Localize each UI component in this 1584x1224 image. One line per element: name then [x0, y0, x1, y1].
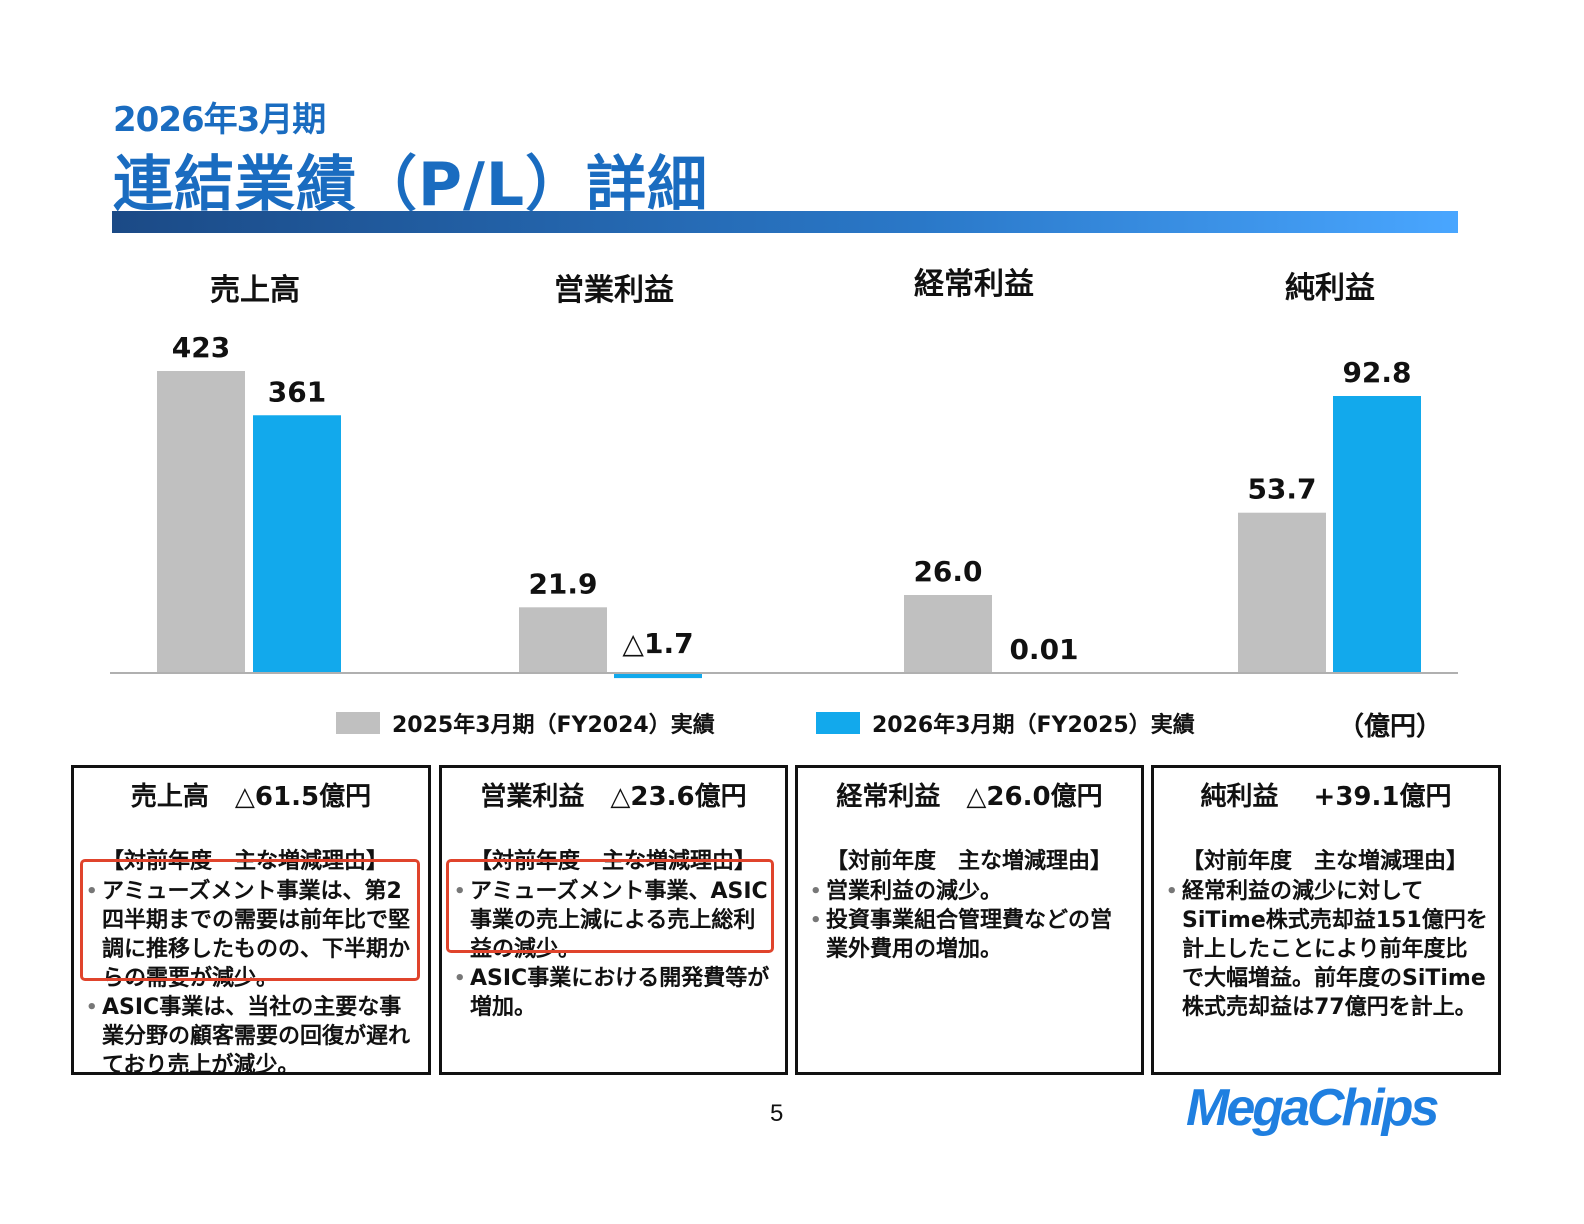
legend-swatch-fy2025	[816, 712, 860, 734]
reason-box-title: 売上高 △61.5億円	[74, 776, 428, 813]
data-label: 0.01	[1009, 633, 1078, 666]
bar	[904, 595, 992, 673]
megachips-logo: MegaChips	[1186, 1078, 1436, 1138]
bar	[253, 415, 341, 673]
category-label: 純利益	[1285, 271, 1375, 306]
highlight-frame-operating-profit	[446, 859, 774, 953]
reason-box-title: 純利益 +39.1億円	[1154, 776, 1498, 813]
reason-list: 経常利益の減少に対してSiTime株式売却益151億円を計上したことにより前年度…	[1154, 877, 1498, 1022]
data-label: 361	[268, 375, 326, 408]
reason-box-heading: 【対前年度 主な増減理由】	[1182, 843, 1498, 875]
highlight-frame-sales	[80, 859, 420, 981]
reason-item: 営業利益の減少。	[810, 877, 1131, 906]
reason-item: 経常利益の減少に対してSiTime株式売却益151億円を計上したことにより前年度…	[1166, 877, 1488, 1022]
legend-item-fy2025: 2026年3月期（FY2025）実績	[816, 707, 1195, 739]
legend-item-fy2024: 2025年3月期（FY2024）実績	[336, 707, 715, 739]
reason-box-net-profit: 純利益 +39.1億円 【対前年度 主な増減理由】 経常利益の減少に対してSiT…	[1151, 765, 1501, 1075]
data-label: 53.7	[1247, 473, 1316, 506]
reason-item: ASIC事業における開発費等が増加。	[454, 964, 775, 1022]
reason-box-ordinary-profit: 経常利益 △26.0億円 【対前年度 主な増減理由】 営業利益の減少。 投資事業…	[795, 765, 1144, 1075]
category-label: 売上高	[210, 273, 300, 308]
bar-chart: 売上高 423 361 営業利益 21.9 △1.7 経常利益 26.0 0.01 純利益 53.7…	[0, 0, 1584, 700]
category-label: 営業利益	[554, 273, 674, 308]
data-label: 21.9	[528, 567, 597, 600]
data-label: 26.0	[913, 555, 982, 588]
data-label: 423	[172, 331, 230, 364]
bar	[1333, 396, 1421, 673]
legend-swatch-fy2024	[336, 712, 380, 734]
legend-label-fy2025: 2026年3月期（FY2025）実績	[872, 707, 1195, 739]
data-label: △1.7	[622, 627, 693, 660]
bar	[1238, 513, 1326, 673]
category-label: 経常利益	[914, 267, 1034, 302]
reason-list: 営業利益の減少。 投資事業組合管理費などの営業外費用の増加。	[798, 877, 1141, 964]
reason-item: ASIC事業は、当社の主要な事業分野の顧客需要の回復が遅れており売上が減少。	[86, 993, 418, 1080]
reason-box-title: 経常利益 △26.0億円	[798, 776, 1141, 813]
reason-box-title: 営業利益 △23.6億円	[442, 776, 785, 813]
reason-box-heading: 【対前年度 主な増減理由】	[826, 843, 1141, 875]
page-number: 5	[770, 1100, 783, 1128]
reason-item: 投資事業組合管理費などの営業外費用の増加。	[810, 906, 1131, 964]
bar	[519, 607, 607, 673]
legend-label-fy2024: 2025年3月期（FY2024）実績	[392, 707, 715, 739]
unit-label: （億円）	[1338, 706, 1442, 743]
data-label: 92.8	[1342, 356, 1411, 389]
bar	[157, 371, 245, 673]
